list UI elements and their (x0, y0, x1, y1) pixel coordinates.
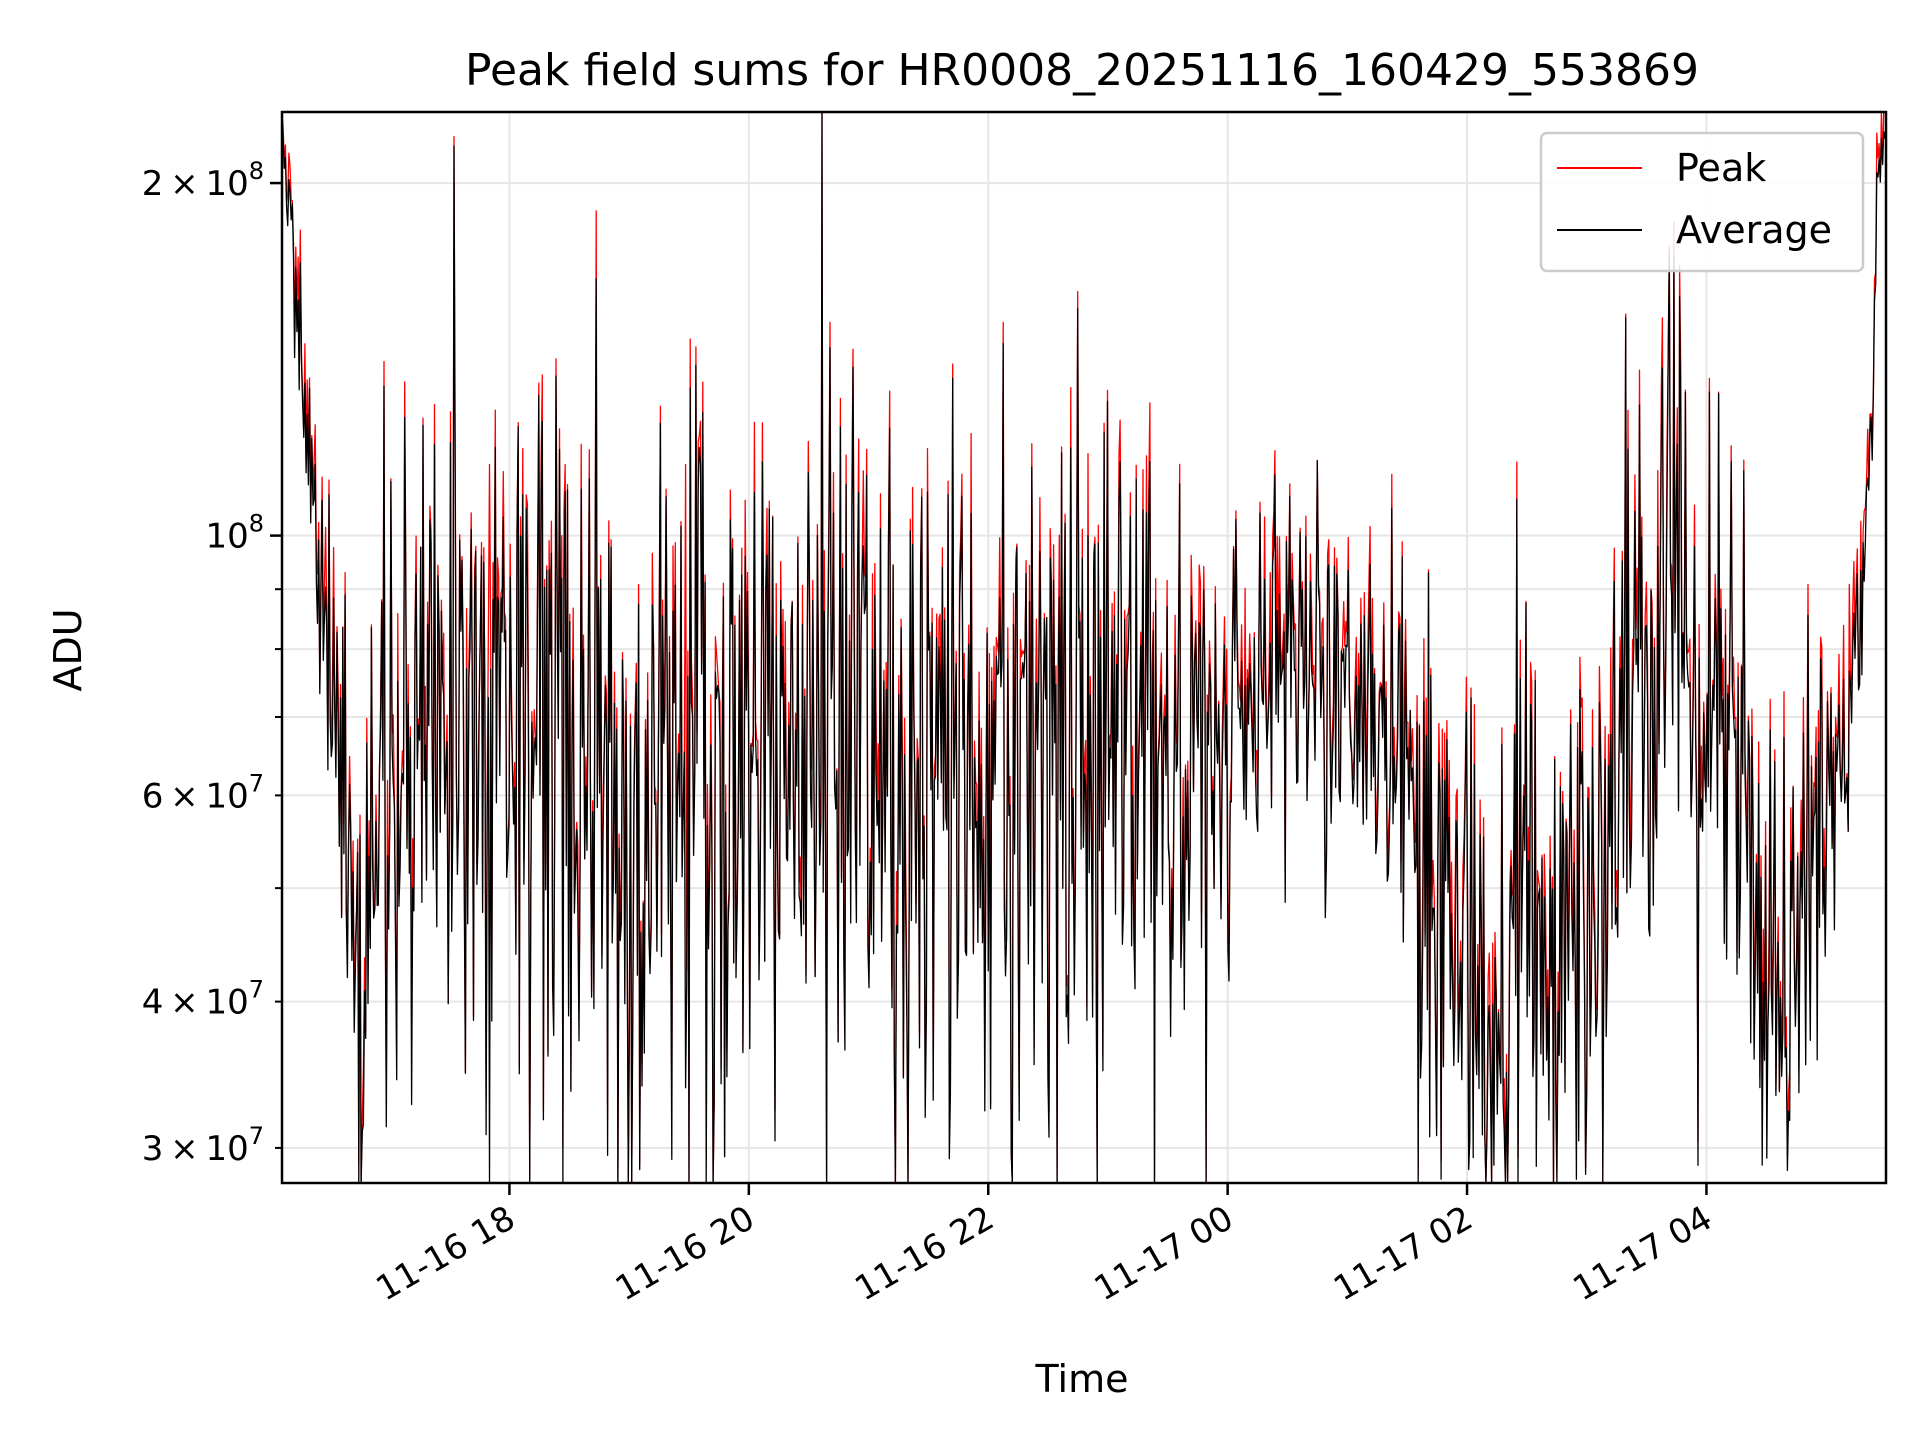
y-tick-label-base: 2 × 10 (142, 164, 249, 204)
y-tick-label-exponent: 7 (249, 769, 264, 797)
y-tick-label: 4 × 107 (142, 976, 264, 1023)
y-tick-label: 3 × 107 (142, 1122, 264, 1169)
y-tick-label-base: 3 × 10 (142, 1129, 249, 1169)
legend: Peak Average (1539, 131, 1865, 273)
y-tick-label-exponent: 7 (249, 976, 264, 1004)
chart-title: Peak field sums for HR0008_20251116_1604… (465, 45, 1699, 96)
series-layer (282, 112, 1886, 1183)
y-tick-label-exponent: 7 (249, 1122, 264, 1150)
y-tick-label-exponent: 8 (249, 510, 264, 538)
legend-label-average: Average (1676, 208, 1832, 252)
y-tick-label-base: 6 × 10 (142, 776, 249, 816)
plot-frame (280, 110, 1888, 1185)
x-axis-label: Time (1035, 1357, 1129, 1401)
legend-label-peak: Peak (1676, 146, 1766, 190)
y-tick-label: 108 (205, 510, 264, 557)
series-line-average (282, 112, 1886, 1183)
y-axis-label: ADU (46, 608, 90, 691)
y-tick-label-base: 10 (205, 517, 248, 557)
y-tick-label: 2 × 108 (142, 157, 264, 204)
y-tick-label-exponent: 8 (249, 157, 264, 185)
y-tick-label: 6 × 107 (142, 769, 264, 816)
y-tick-label-base: 4 × 10 (142, 983, 249, 1023)
